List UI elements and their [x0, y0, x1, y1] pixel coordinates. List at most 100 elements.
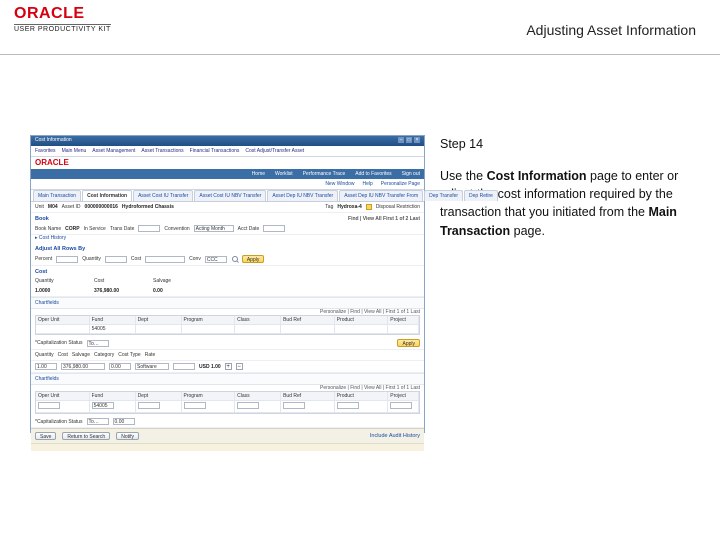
book-pager[interactable]: Find | View All First 1 of 2 Last — [348, 216, 420, 222]
tab-dep-iu-nbv-from[interactable]: Asset Dep IU NBV Transfer From — [339, 190, 423, 201]
page-tabs: Main Transaction Cost Information Asset … — [31, 190, 424, 202]
lookup-icon[interactable] — [232, 256, 238, 262]
audit-link[interactable]: Include Audit History — [370, 433, 420, 439]
window-title-bar: Cost Information –□× — [31, 136, 424, 146]
maximize-icon: □ — [406, 137, 412, 143]
category-select[interactable]: Software — [135, 363, 169, 370]
trans-date-input[interactable] — [138, 225, 160, 232]
tab-iu-nbv[interactable]: Asset Cost IU NBV Transfer — [194, 190, 266, 201]
crumb-2[interactable]: Asset Management — [92, 148, 135, 154]
cap-status-row-1: *Capitalization Status To… Apply — [31, 337, 424, 350]
adjust-row: Percent Quantity Cost Conv CCC Apply — [31, 253, 424, 266]
cost-labels: Quantity Cost Salvage — [31, 276, 424, 286]
crumb-3[interactable]: Asset Transactions — [141, 148, 183, 154]
chartfields-grid-1: Oper Unit Fund Dept Program Class Bud Re… — [35, 315, 420, 335]
apply-cf-button[interactable]: Apply — [397, 339, 420, 347]
adj-cost-input[interactable] — [145, 256, 185, 263]
app-logo-bar: ORACLE — [31, 157, 424, 169]
oracle-logo: ORACLE — [35, 158, 69, 167]
table-row[interactable]: 54005 — [36, 325, 419, 334]
adj-quantity-input[interactable] — [105, 256, 127, 263]
nav-trace[interactable]: Performance Trace — [303, 171, 346, 177]
nav-signout[interactable]: Sign out — [402, 171, 420, 177]
breadcrumb: Favorites Main Menu Asset Management Ass… — [31, 146, 424, 157]
app-screenshot: Cost Information –□× Favorites Main Menu… — [30, 135, 425, 433]
chartfields-grid-2: Oper Unit Fund Dept Program Class Bud Re… — [35, 391, 420, 414]
book-row: Book Name CORP In Service Trans Date Con… — [31, 223, 424, 235]
acct-date-input[interactable] — [263, 225, 285, 232]
subnav-personalize[interactable]: Personalize Page — [381, 181, 420, 187]
status-bar — [31, 443, 424, 451]
cf2-dept[interactable] — [138, 402, 160, 409]
window-controls[interactable]: –□× — [396, 137, 420, 145]
nav-fav[interactable]: Add to Favorites — [355, 171, 391, 177]
adjust-section-header: Adjust All Rows By — [31, 243, 424, 253]
page-header: ORACLE USER PRODUCTIVITY KIT Adjusting A… — [0, 0, 720, 55]
logo-sub: USER PRODUCTIVITY KIT — [14, 24, 111, 33]
cf2-project[interactable] — [390, 402, 412, 409]
cost-values: 1.0000 376,980.00 0.00 — [31, 286, 424, 297]
cap-status-row-2: *Capitalization Status To… 0.00 — [31, 416, 424, 428]
logo-main: ORACLE — [14, 6, 111, 22]
add-row-icon[interactable]: + — [225, 363, 232, 370]
qty-input[interactable]: 1.00 — [35, 363, 57, 370]
save-button[interactable]: Save — [35, 432, 56, 440]
tab-main-transaction[interactable]: Main Transaction — [33, 190, 81, 201]
delete-row-icon[interactable]: − — [236, 363, 243, 370]
table-row[interactable]: 54005 — [36, 401, 419, 413]
grid2-nav[interactable]: Personalize | Find | View All | First 1 … — [320, 385, 420, 391]
cost-section-header: Cost — [31, 266, 424, 276]
convention-select[interactable]: Acting Month — [194, 225, 234, 232]
chartfields-tab-2[interactable]: Chartfields — [31, 373, 424, 385]
footer-toolbar: Save Return to Search Notify Include Aud… — [31, 428, 424, 443]
instruction-text: Use the Cost Information page to enter o… — [440, 167, 700, 240]
crumb-4[interactable]: Financial Transactions — [190, 148, 240, 154]
crumb-1[interactable]: Main Menu — [62, 148, 87, 154]
book-section-header: Book Find | View All First 1 of 2 Last — [31, 213, 424, 223]
minimize-icon: – — [398, 137, 404, 143]
edit-cost-values: 1.00 376,980.00 0.00 Software USD 1.00 +… — [31, 361, 424, 373]
instruction-panel: Step 14 Use the Cost Information page to… — [440, 135, 700, 240]
apply-adjust-button[interactable]: Apply — [242, 255, 265, 263]
tab-dep-transfer[interactable]: Dep Transfer — [424, 190, 463, 201]
chartfields-tab-1[interactable]: Chartfields — [31, 297, 424, 309]
edit-cost-row: Quantity Cost Salvage Category Cost Type… — [31, 350, 424, 361]
nav-worklist[interactable]: Worklist — [275, 171, 293, 177]
cost-history-link[interactable]: ▸ Cost History — [31, 235, 424, 243]
document-title: Adjusting Asset Information — [526, 22, 696, 38]
cf2-fund[interactable]: 54005 — [92, 402, 114, 409]
crumb-0[interactable]: Favorites — [35, 148, 56, 154]
top-nav: Home Worklist Performance Trace Add to F… — [31, 169, 424, 179]
cost-input[interactable]: 376,980.00 — [61, 363, 105, 370]
step-label: Step 14 — [440, 135, 700, 153]
asset-identity-row: Unit M04 Asset ID 000000000016 Hydroform… — [31, 202, 424, 213]
oracle-upk-logo: ORACLE USER PRODUCTIVITY KIT — [14, 6, 111, 33]
tab-dep-retire[interactable]: Dep Retire — [464, 190, 498, 201]
cap-pct-input[interactable]: 0.00 — [113, 418, 135, 425]
cap-status-select-1[interactable]: To… — [87, 340, 109, 347]
cf2-budref[interactable] — [283, 402, 305, 409]
cf2-operunit[interactable] — [38, 402, 60, 409]
cf2-class[interactable] — [237, 402, 259, 409]
grid1-nav[interactable]: Personalize | Find | View All | First 1 … — [320, 309, 420, 315]
subnav-help[interactable]: Help — [363, 181, 373, 187]
cap-status-select-2[interactable]: To… — [87, 418, 109, 425]
subnav-newwindow[interactable]: New Window — [325, 181, 354, 187]
cost-type-input[interactable] — [173, 363, 195, 370]
percent-input[interactable] — [56, 256, 78, 263]
salvage-input[interactable]: 0.00 — [109, 363, 131, 370]
tab-iu-transfer[interactable]: Asset Cost IU Transfer — [133, 190, 193, 201]
cf2-product[interactable] — [337, 402, 359, 409]
note-icon[interactable] — [366, 204, 372, 210]
crumb-5[interactable]: Cost Adjust/Transfer Asset — [245, 148, 304, 154]
adj-conv-input[interactable]: CCC — [205, 256, 227, 263]
tab-cost-information[interactable]: Cost Information — [82, 190, 132, 201]
nav-home[interactable]: Home — [252, 171, 265, 177]
cf2-program[interactable] — [184, 402, 206, 409]
tab-dep-iu-nbv[interactable]: Asset Dep IU NBV Transfer — [267, 190, 338, 201]
close-icon: × — [414, 137, 420, 143]
sub-nav: New Window Help Personalize Page — [31, 179, 424, 190]
return-button[interactable]: Return to Search — [62, 432, 110, 440]
window-title: Cost Information — [35, 137, 72, 145]
notify-button[interactable]: Notify — [116, 432, 139, 440]
